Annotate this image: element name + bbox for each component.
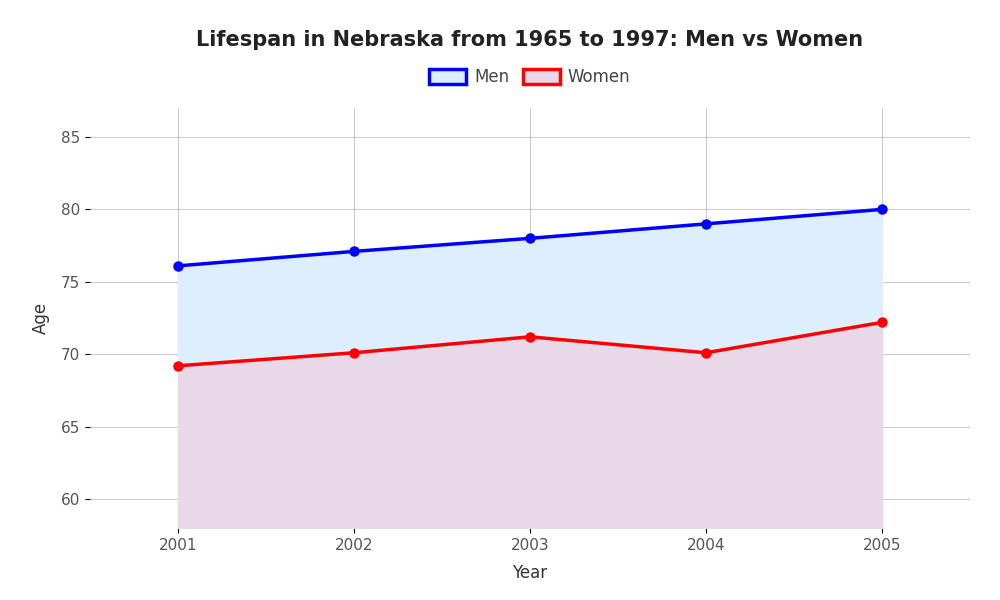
- Legend: Men, Women: Men, Women: [423, 62, 637, 93]
- X-axis label: Year: Year: [512, 564, 548, 582]
- Title: Lifespan in Nebraska from 1965 to 1997: Men vs Women: Lifespan in Nebraska from 1965 to 1997: …: [196, 29, 864, 49]
- Y-axis label: Age: Age: [32, 302, 50, 334]
